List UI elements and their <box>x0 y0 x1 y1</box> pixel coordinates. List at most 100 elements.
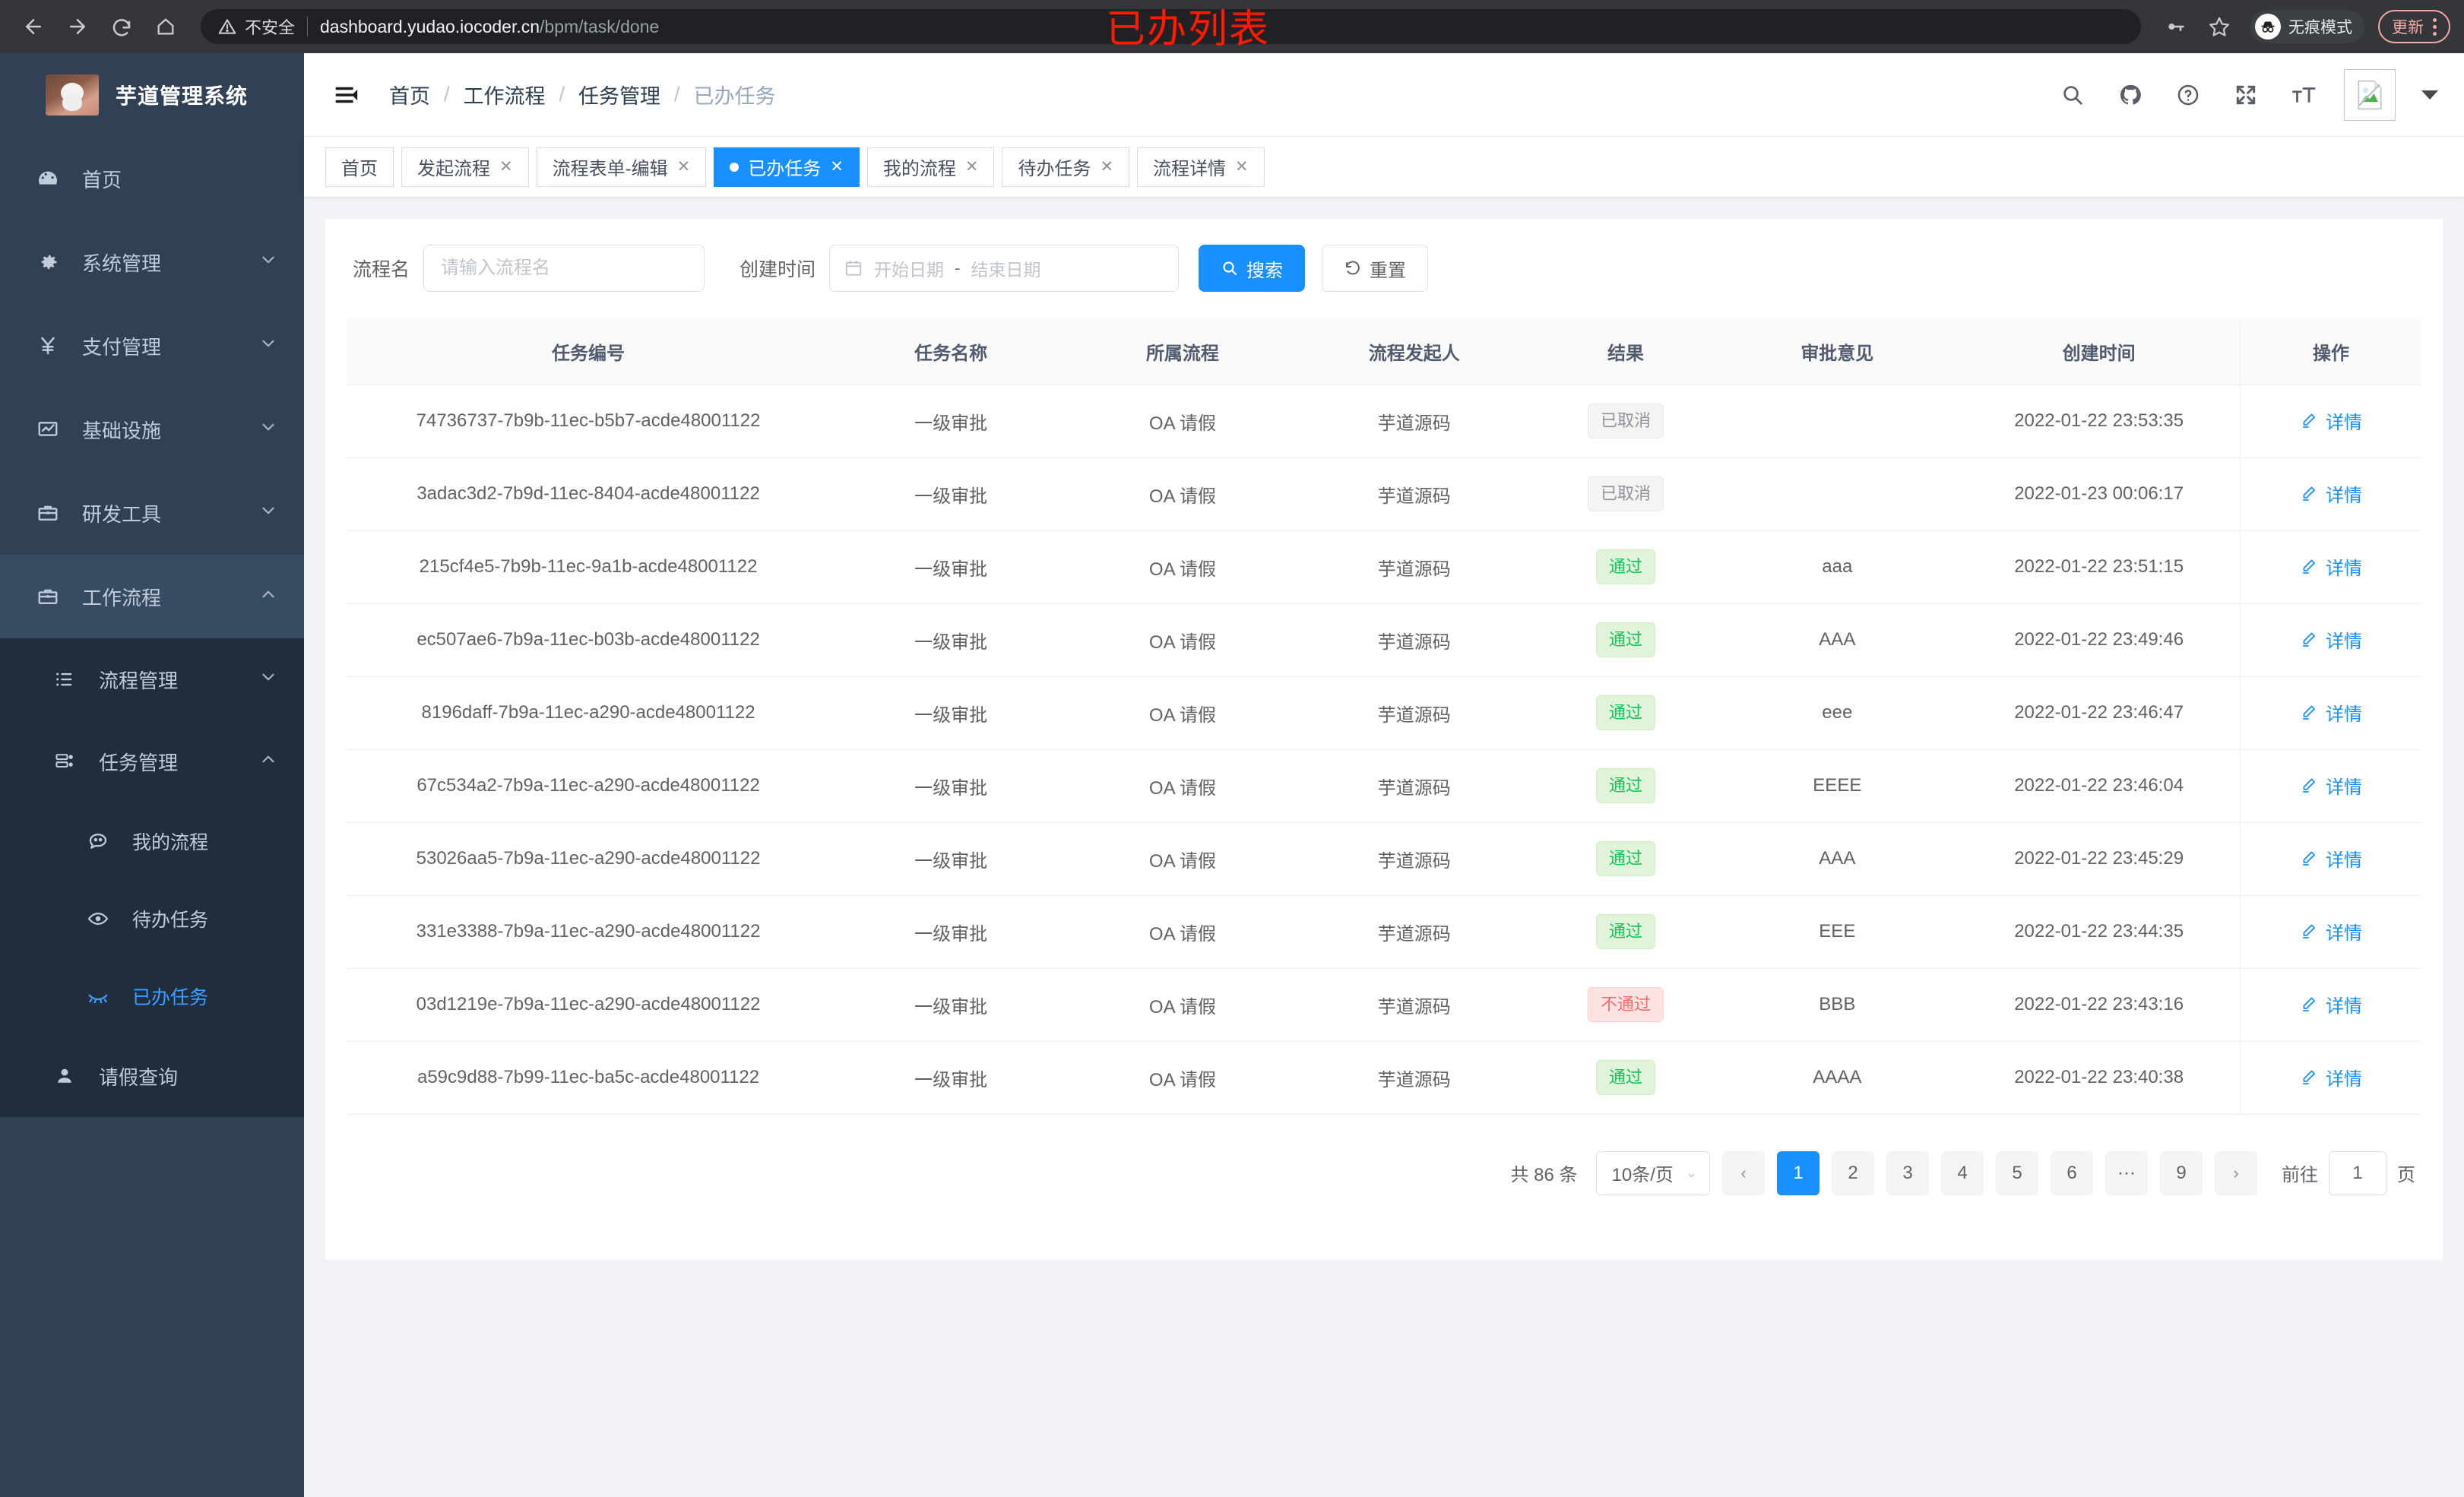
sidebar-toggle-icon[interactable] <box>330 78 363 112</box>
cell-operation: 详情 <box>2239 749 2421 823</box>
page-button-4[interactable]: 4 <box>1941 1150 1984 1195</box>
page-button-1[interactable]: 1 <box>1777 1150 1819 1195</box>
close-icon[interactable]: ✕ <box>676 158 691 176</box>
monitor-icon <box>33 418 62 441</box>
reset-button[interactable]: 重置 <box>1322 245 1429 292</box>
page-button-2[interactable]: 2 <box>1832 1150 1874 1195</box>
tab-done-task[interactable]: 已办任务 ✕ <box>714 147 860 187</box>
sidebar-item-process-management[interactable]: 流程管理 <box>0 638 304 720</box>
sidebar-item-leave-query[interactable]: 请假查询 <box>0 1035 304 1117</box>
detail-link[interactable]: 详情 <box>2300 699 2362 726</box>
chrome-menu-icon[interactable] <box>2428 17 2441 36</box>
tab-my-process[interactable]: 我的流程 ✕ <box>866 147 995 187</box>
create-time-label: 创建时间 <box>740 259 816 280</box>
page-jump-input[interactable] <box>2329 1150 2386 1195</box>
search-icon[interactable] <box>2055 78 2090 112</box>
prev-page-button[interactable]: ‹ <box>1722 1150 1765 1195</box>
breadcrumb-item-home[interactable]: 首页 <box>389 85 430 108</box>
github-icon[interactable] <box>2113 78 2148 112</box>
fullscreen-icon[interactable] <box>2228 78 2263 112</box>
avatar[interactable] <box>2344 68 2396 121</box>
table-row[interactable]: 74736737-7b9b-11ec-b5b7-acde48001122 一级审… <box>347 385 2421 458</box>
cell-process: OA 请假 <box>1072 676 1294 750</box>
sidebar-item-my-process[interactable]: 我的流程 <box>0 802 304 880</box>
detail-link[interactable]: 详情 <box>2300 407 2362 434</box>
tab-strip: 首页 发起流程 ✕ 流程表单-编辑 ✕ 已办任务 ✕ 我的流程 ✕ 待办任务 ✕ <box>304 137 2464 198</box>
sidebar-item-system[interactable]: 系统管理 <box>0 220 304 304</box>
page-jump: 前往 页 <box>2282 1150 2415 1195</box>
close-icon[interactable]: ✕ <box>830 158 844 176</box>
detail-link[interactable]: 详情 <box>2300 626 2362 653</box>
back-icon[interactable] <box>14 7 53 46</box>
yen-icon <box>33 334 62 357</box>
detail-link[interactable]: 详情 <box>2300 553 2362 580</box>
cell-comment <box>1716 385 1959 458</box>
update-button[interactable]: 更新 <box>2378 10 2450 43</box>
sidebar-item-devtools[interactable]: 研发工具 <box>0 471 304 555</box>
tab-home[interactable]: 首页 <box>325 147 394 187</box>
detail-link[interactable]: 详情 <box>2300 772 2362 799</box>
table-row[interactable]: ec507ae6-7b9a-11ec-b03b-acde48001122 一级审… <box>347 603 2421 677</box>
detail-link[interactable]: 详情 <box>2300 918 2362 945</box>
help-icon[interactable] <box>2171 78 2206 112</box>
page-button-5[interactable]: 5 <box>1996 1150 2038 1195</box>
close-icon[interactable]: ✕ <box>1235 158 1249 176</box>
page-size-select[interactable]: 10条/页 ⌄ <box>1595 1150 1710 1195</box>
table-row[interactable]: a59c9d88-7b99-11ec-ba5c-acde48001122 一级审… <box>347 1041 2421 1115</box>
sidebar-item-infrastructure[interactable]: 基础设施 <box>0 388 304 471</box>
breadcrumb-item-workflow[interactable]: 工作流程 <box>463 85 546 108</box>
cell-result: 通过 <box>1534 676 1717 750</box>
reload-icon[interactable] <box>102 7 141 46</box>
topbar-actions <box>2055 68 2444 121</box>
topbar: 首页 / 工作流程 / 任务管理 / 已办任务 <box>304 53 2464 137</box>
page-button-3[interactable]: 3 <box>1886 1150 1929 1195</box>
cell-result: 已取消 <box>1534 457 1717 531</box>
cell-task-name: 一级审批 <box>830 822 1072 896</box>
page-jump-label: 前往 <box>2282 1165 2318 1185</box>
process-name-input[interactable] <box>423 245 705 292</box>
close-icon[interactable]: ✕ <box>499 158 513 176</box>
table-row[interactable]: 53026aa5-7b9a-11ec-a290-acde48001122 一级审… <box>347 822 2421 896</box>
next-page-button[interactable]: › <box>2215 1150 2257 1195</box>
table-row[interactable]: 331e3388-7b9a-11ec-a290-acde48001122 一级审… <box>347 895 2421 969</box>
table-row[interactable]: 03d1219e-7b9a-11ec-a290-acde48001122 一级审… <box>347 968 2421 1042</box>
tab-start-process[interactable]: 发起流程 ✕ <box>401 147 529 187</box>
cell-process: OA 请假 <box>1072 822 1294 896</box>
incognito-indicator[interactable]: 无痕模式 <box>2250 10 2364 43</box>
cell-initiator: 芋道源码 <box>1293 603 1535 677</box>
forward-icon[interactable] <box>58 7 97 46</box>
address-bar[interactable]: 不安全 dashboard.yudao.iocoder.cn/bpm/task/… <box>201 9 2141 44</box>
chevron-down-icon[interactable] <box>2421 90 2438 100</box>
search-button[interactable]: 搜索 <box>1199 245 1306 292</box>
page-button-6[interactable]: 6 <box>2051 1150 2093 1195</box>
bookmark-star-icon[interactable] <box>2200 8 2238 46</box>
page-button-9[interactable]: 9 <box>2160 1150 2203 1195</box>
tab-process-detail[interactable]: 流程详情 ✕ <box>1137 147 1265 187</box>
sidebar-item-task-management[interactable]: 任务管理 <box>0 720 304 802</box>
table-row[interactable]: 8196daff-7b9a-11ec-a290-acde48001122 一级审… <box>347 676 2421 750</box>
password-key-icon[interactable] <box>2156 8 2194 46</box>
font-size-icon[interactable] <box>2286 78 2321 112</box>
detail-link[interactable]: 详情 <box>2300 480 2362 507</box>
tab-todo-task[interactable]: 待办任务 ✕ <box>1002 147 1130 187</box>
detail-link[interactable]: 详情 <box>2300 1064 2362 1090</box>
page-ellipsis-button[interactable]: ··· <box>2105 1150 2148 1195</box>
sidebar-item-workflow[interactable]: 工作流程 <box>0 555 304 638</box>
table-row[interactable]: 3adac3d2-7b9d-11ec-8404-acde48001122 一级审… <box>347 457 2421 531</box>
cell-initiator: 芋道源码 <box>1293 385 1535 458</box>
table-row[interactable]: 215cf4e5-7b9b-11ec-9a1b-acde48001122 一级审… <box>347 530 2421 604</box>
home-icon[interactable] <box>146 7 185 46</box>
close-icon[interactable]: ✕ <box>1100 158 1114 176</box>
detail-link[interactable]: 详情 <box>2300 845 2362 872</box>
sidebar-item-home[interactable]: 首页 <box>0 137 304 220</box>
detail-link[interactable]: 详情 <box>2300 991 2362 1018</box>
brand[interactable]: 芋道管理系统 <box>0 53 304 137</box>
table-row[interactable]: 67c534a2-7b9a-11ec-a290-acde48001122 一级审… <box>347 749 2421 823</box>
breadcrumb-item-task-management[interactable]: 任务管理 <box>578 85 661 108</box>
sidebar-item-payment[interactable]: 支付管理 <box>0 304 304 388</box>
close-icon[interactable]: ✕ <box>964 158 979 176</box>
sidebar-item-done-task[interactable]: 已办任务 <box>0 957 304 1035</box>
sidebar-item-todo-task[interactable]: 待办任务 <box>0 880 304 957</box>
tab-process-form-edit[interactable]: 流程表单-编辑 ✕ <box>536 147 707 187</box>
date-range-picker[interactable]: 开始日期 - 结束日期 <box>829 245 1180 292</box>
